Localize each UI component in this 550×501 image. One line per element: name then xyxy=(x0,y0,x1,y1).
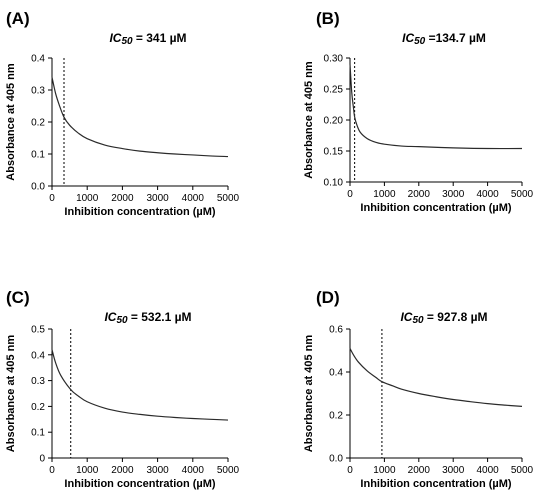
y-tick-label: 0.3 xyxy=(31,376,45,387)
x-tick-label: 5000 xyxy=(511,189,534,200)
x-tick-label: 5000 xyxy=(217,465,240,476)
fit-curve xyxy=(349,348,523,407)
x-axis-title: Inhibition concentration (µM) xyxy=(360,478,511,490)
chart-title-ic: IC xyxy=(402,31,414,45)
y-tick-label: 0.1 xyxy=(31,150,45,161)
y-tick-label: 0.3 xyxy=(31,86,45,97)
y-tick-label: 0.2 xyxy=(31,402,45,413)
x-tick-label: 3000 xyxy=(442,465,465,476)
y-axis-title: Absorbance at 405 nm xyxy=(5,335,17,453)
chart-title-ic: IC xyxy=(104,310,116,324)
y-tick-label: 0.15 xyxy=(324,147,344,158)
chart-title: IC50 =134.7 µM xyxy=(402,31,486,47)
x-tick-label: 3000 xyxy=(146,193,169,204)
chart-title-subscript: 50 xyxy=(116,315,128,326)
y-axis-title: Absorbance at 405 nm xyxy=(303,335,315,453)
y-tick-label: 0.10 xyxy=(324,178,344,189)
x-tick-label: 0 xyxy=(49,465,55,476)
y-tick-label: 0.4 xyxy=(31,54,45,65)
chart-title-value: =134.7 µM xyxy=(425,31,486,45)
x-tick-label: 5000 xyxy=(217,193,240,204)
x-tick-label: 2000 xyxy=(408,465,431,476)
chart-title-value: = 927.8 µM xyxy=(424,310,488,324)
panel-label: (A) xyxy=(6,9,30,28)
y-tick-label: 0.2 xyxy=(329,411,343,422)
x-tick-label: 0 xyxy=(347,189,353,200)
y-tick-label: 0 xyxy=(39,454,45,465)
chart-title-subscript: 50 xyxy=(412,315,424,326)
chart-panel-1: (A) IC50 = 341 µM 0.0 0.1 0.2 0.3 0.4 0 1000 2000… xyxy=(5,9,240,218)
y-axis-title: Absorbance at 405 nm xyxy=(5,63,17,181)
x-tick-label: 2000 xyxy=(408,189,431,200)
x-tick-label: 1000 xyxy=(76,193,99,204)
x-tick-label: 3000 xyxy=(146,465,169,476)
x-tick-label: 0 xyxy=(347,465,353,476)
panel-label: (D) xyxy=(316,288,340,307)
x-tick-label: 4000 xyxy=(476,189,499,200)
x-tick-label: 5000 xyxy=(511,465,534,476)
chart-title-subscript: 50 xyxy=(414,36,426,47)
chart-title-value: = 341 µM xyxy=(133,31,187,45)
y-tick-label: 0.0 xyxy=(329,454,343,465)
chart-panel-4: (D) IC50 = 927.8 µM 0.0 0.2 0.4 0.6 0 1000 2000 3… xyxy=(303,288,534,490)
x-tick-label: 1000 xyxy=(373,189,396,200)
x-axis-title: Inhibition concentration (µM) xyxy=(64,206,215,218)
x-tick-label: 4000 xyxy=(182,465,205,476)
chart-title-ic: IC xyxy=(400,310,412,324)
fit-curve xyxy=(51,77,229,158)
y-tick-label: 0.5 xyxy=(31,325,45,336)
x-axis-title: Inhibition concentration (µM) xyxy=(360,202,511,214)
chart-title: IC50 = 341 µM xyxy=(109,31,186,47)
y-tick-label: 0.4 xyxy=(329,368,343,379)
x-tick-label: 4000 xyxy=(182,193,205,204)
chart-title-subscript: 50 xyxy=(121,36,133,47)
chart-title: IC50 = 927.8 µM xyxy=(400,310,487,326)
fit-curve xyxy=(51,349,229,421)
y-axis-title: Absorbance at 405 nm xyxy=(303,61,315,179)
x-tick-label: 4000 xyxy=(476,465,499,476)
panel-label: (B) xyxy=(316,9,340,28)
x-tick-label: 0 xyxy=(49,193,55,204)
chart-title-value: = 532.1 µM xyxy=(128,310,192,324)
y-tick-label: 0.30 xyxy=(324,54,344,65)
y-tick-label: 0.0 xyxy=(31,182,45,193)
y-tick-label: 0.6 xyxy=(329,325,343,336)
x-tick-label: 3000 xyxy=(442,189,465,200)
chart-panel-3: (C) IC50 = 532.1 µM 0 0.1 0.2 0.3 0.4 0.5 0 1000 2… xyxy=(5,288,240,490)
chart-title-ic: IC xyxy=(109,31,121,45)
fit-curve xyxy=(349,64,523,150)
x-axis-title: Inhibition concentration (µM) xyxy=(64,478,215,490)
chart-panel-2: (B) IC50 =134.7 µM 0.10 0.15 0.20 0.25 0.30 0 10… xyxy=(303,9,534,214)
y-tick-label: 0.20 xyxy=(324,116,344,127)
y-tick-label: 0.2 xyxy=(31,118,45,129)
x-tick-label: 2000 xyxy=(111,193,134,204)
y-tick-label: 0.1 xyxy=(31,428,45,439)
chart-title: IC50 = 532.1 µM xyxy=(104,310,191,326)
panel-label: (C) xyxy=(6,288,30,307)
x-tick-label: 1000 xyxy=(373,465,396,476)
x-tick-label: 2000 xyxy=(111,465,134,476)
x-tick-label: 1000 xyxy=(76,465,99,476)
y-tick-label: 0.4 xyxy=(31,350,45,361)
y-tick-label: 0.25 xyxy=(324,85,344,96)
